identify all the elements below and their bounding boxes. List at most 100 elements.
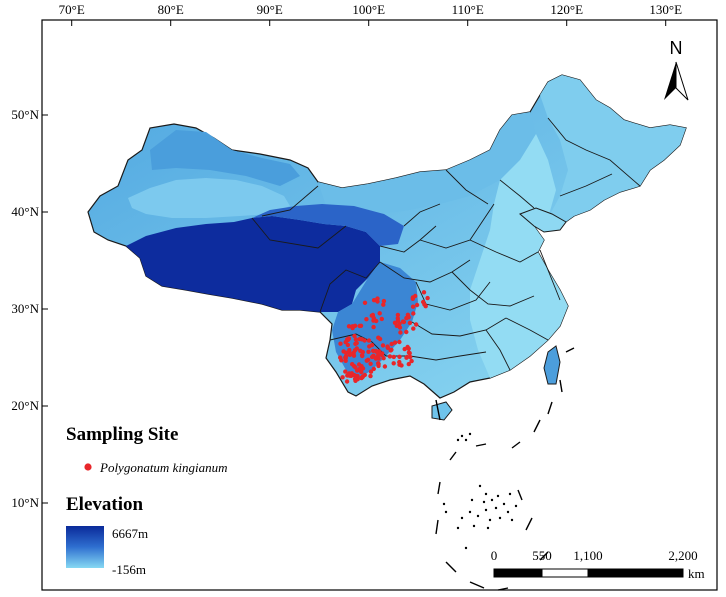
south-china-sea	[435, 347, 575, 591]
sampling-point	[397, 354, 402, 359]
sampling-point	[385, 345, 390, 350]
province-boundaries	[251, 117, 641, 371]
qinghai-region	[252, 204, 404, 246]
sampling-point	[391, 361, 396, 366]
sampling-point	[344, 379, 350, 384]
inner-mongolia	[318, 112, 536, 214]
island-dot	[496, 494, 500, 498]
sampling-point	[409, 358, 414, 364]
island-dot	[486, 526, 490, 530]
sampling-point	[353, 378, 358, 383]
sampling-point	[376, 353, 381, 358]
sampling-point	[392, 320, 398, 325]
sampling-point	[362, 300, 368, 305]
sampling-point	[338, 355, 343, 360]
islands	[442, 432, 518, 550]
sampling-points	[338, 290, 430, 384]
sampling-point	[347, 350, 352, 355]
sampling-point	[381, 356, 386, 361]
island-dot	[510, 518, 514, 522]
china-landmass	[87, 74, 687, 421]
sampling-point	[379, 316, 384, 322]
sampling-point	[343, 350, 349, 355]
sampling-point	[349, 371, 354, 376]
north-xinjiang	[150, 130, 300, 186]
sampling-point	[353, 337, 359, 342]
sampling-point	[362, 372, 367, 378]
sampling-point	[405, 354, 410, 360]
island-dot	[460, 516, 464, 520]
sampling-point	[400, 319, 406, 324]
northeast-plain	[540, 75, 686, 226]
sampling-point	[421, 290, 427, 295]
sampling-point	[397, 321, 402, 326]
sampling-point	[404, 315, 409, 321]
lon-label-90: 90°E	[257, 2, 283, 17]
sampling-point	[357, 367, 362, 372]
lon-label-120: 120°E	[550, 2, 583, 17]
scale-unit: km	[688, 566, 705, 581]
sampling-point	[376, 335, 381, 340]
island-dot	[498, 516, 502, 520]
sampling-point	[414, 322, 419, 327]
sampling-point	[413, 293, 418, 299]
sampling-point	[391, 354, 396, 360]
sampling-point	[368, 361, 373, 366]
tibet-plateau	[126, 216, 380, 312]
sampling-point	[379, 352, 384, 358]
island-dot	[442, 502, 446, 506]
sampling-point	[397, 339, 402, 345]
sampling-point	[406, 361, 411, 367]
scale-label-550: 550	[532, 548, 552, 563]
sampling-point	[371, 324, 376, 330]
lon-label-110: 110°E	[452, 2, 484, 17]
sampling-point	[366, 338, 372, 343]
island-dot	[490, 498, 494, 502]
sampling-point	[389, 347, 394, 352]
sampling-point	[392, 340, 398, 345]
island-dot	[484, 508, 488, 512]
sampling-point	[398, 330, 403, 335]
sampling-point	[359, 337, 365, 342]
sampling-point	[375, 296, 380, 301]
island-dot	[478, 484, 482, 488]
sampling-point	[343, 353, 349, 359]
sampling-point	[366, 349, 371, 354]
scale-label-1100: 1,100	[573, 548, 602, 563]
lon-label-70: 70°E	[59, 2, 85, 17]
sampling-point	[407, 320, 413, 326]
elevation-max: 6667m	[112, 526, 148, 541]
sampling-point	[389, 341, 394, 347]
sampling-point	[377, 311, 382, 316]
lat-label-20: 20°N	[11, 398, 39, 413]
sampling-point	[369, 343, 375, 348]
north-arrow-icon-right	[675, 61, 689, 101]
island-dot	[456, 438, 460, 442]
island-dot	[472, 524, 476, 528]
sampling-point	[358, 348, 363, 353]
graticule-ticks: 70°E 80°E 90°E 100°E 110°E 120°E 130°E 50°N 40°N…	[11, 2, 682, 510]
island-dot	[470, 498, 474, 502]
sampling-point	[368, 373, 373, 379]
sampling-point	[353, 365, 358, 370]
sampling-point	[382, 364, 388, 369]
sampling-point	[371, 298, 377, 303]
sampling-point	[381, 298, 387, 304]
sampling-point	[380, 343, 386, 348]
elevation-title: Elevation	[66, 494, 143, 515]
island-dot	[468, 510, 472, 514]
lat-label-30: 30°N	[11, 301, 39, 316]
sampling-point	[381, 302, 386, 307]
species-label: Polygonatum kingianum	[99, 460, 227, 475]
scale-bar: 0 550 1,100 2,200 km	[491, 548, 705, 581]
island-dot	[444, 510, 448, 514]
sampling-point	[406, 350, 412, 355]
east-lowlands	[470, 134, 568, 378]
lat-label-10: 10°N	[11, 495, 39, 510]
scale-label-2200: 2,200	[668, 548, 697, 563]
island-dot	[464, 438, 468, 442]
sampling-point	[373, 348, 379, 354]
elevation-ramp	[66, 526, 104, 568]
north-arrow-icon	[664, 62, 676, 100]
